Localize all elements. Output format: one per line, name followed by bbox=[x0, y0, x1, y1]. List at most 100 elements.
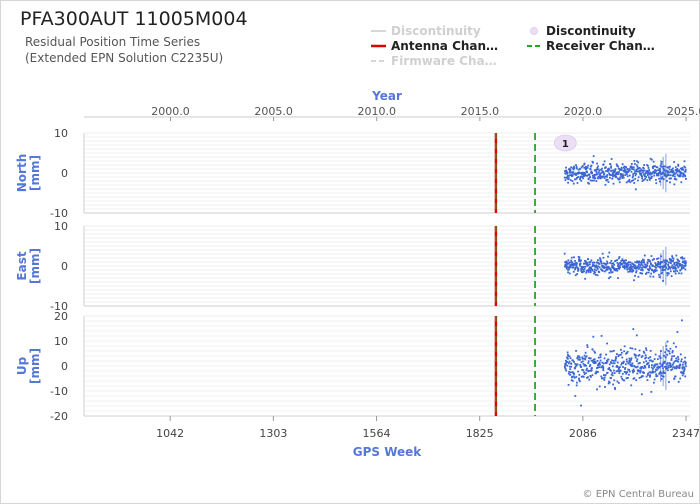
data-point bbox=[624, 171, 627, 174]
data-point bbox=[648, 366, 650, 369]
data-point bbox=[610, 169, 613, 172]
data-point bbox=[665, 363, 668, 366]
data-point bbox=[577, 370, 580, 373]
data-point bbox=[684, 375, 687, 378]
data-point bbox=[665, 348, 668, 351]
data-point bbox=[624, 368, 626, 370]
data-point bbox=[575, 165, 578, 168]
data-point bbox=[626, 350, 629, 353]
data-point bbox=[614, 359, 617, 362]
data-point bbox=[577, 176, 580, 178]
legend-symbol-discontinuity-dot bbox=[530, 27, 538, 35]
data-point bbox=[585, 364, 588, 367]
data-point bbox=[622, 261, 625, 264]
data-point bbox=[606, 174, 609, 176]
data-point bbox=[566, 357, 569, 360]
data-point bbox=[603, 357, 606, 360]
data-point bbox=[684, 170, 687, 173]
data-point bbox=[586, 174, 589, 177]
data-point bbox=[596, 173, 599, 176]
data-point bbox=[567, 175, 569, 177]
data-point bbox=[672, 174, 675, 177]
legend-item-discontinuity-dot[interactable]: Discontinuity bbox=[546, 24, 636, 38]
data-point bbox=[682, 261, 685, 264]
gps-week-axis-title: GPS Week bbox=[353, 445, 423, 459]
data-point bbox=[565, 176, 568, 179]
data-point bbox=[598, 169, 601, 172]
data-point bbox=[640, 269, 642, 271]
data-point bbox=[620, 173, 622, 176]
data-point bbox=[684, 169, 687, 171]
data-point bbox=[656, 166, 659, 169]
data-point bbox=[614, 358, 617, 361]
data-point bbox=[640, 174, 643, 177]
data-point bbox=[635, 172, 638, 175]
data-point bbox=[669, 347, 672, 350]
legend-item-firmware-change[interactable]: Firmware Cha… bbox=[391, 54, 497, 68]
data-point bbox=[628, 178, 631, 181]
data-point bbox=[647, 167, 650, 169]
data-point bbox=[644, 178, 647, 180]
data-point bbox=[596, 167, 599, 169]
data-point bbox=[668, 266, 671, 269]
data-point bbox=[641, 175, 644, 178]
data-point bbox=[644, 263, 647, 266]
data-point bbox=[626, 175, 629, 178]
data-point bbox=[671, 167, 674, 170]
data-point bbox=[598, 385, 601, 388]
data-point bbox=[635, 366, 638, 369]
data-point bbox=[625, 173, 628, 176]
data-point bbox=[597, 168, 600, 171]
data-point bbox=[624, 265, 627, 268]
legend-item-receiver-change[interactable]: Receiver Chan… bbox=[546, 39, 655, 53]
data-point bbox=[566, 171, 568, 173]
data-point bbox=[583, 175, 585, 178]
data-point bbox=[623, 266, 625, 269]
data-point bbox=[593, 272, 595, 275]
data-point bbox=[658, 273, 660, 276]
data-point bbox=[618, 178, 621, 180]
data-point bbox=[617, 173, 620, 175]
data-point bbox=[602, 366, 605, 369]
data-point bbox=[640, 266, 643, 269]
data-point bbox=[584, 277, 587, 280]
data-point bbox=[669, 362, 672, 365]
data-point bbox=[575, 262, 578, 265]
data-point bbox=[628, 368, 630, 371]
data-point bbox=[609, 276, 612, 278]
data-point bbox=[569, 168, 572, 171]
data-point bbox=[666, 367, 669, 370]
data-point bbox=[582, 177, 584, 180]
data-point bbox=[577, 355, 580, 358]
data-point bbox=[627, 261, 629, 264]
data-point bbox=[591, 348, 594, 351]
data-point bbox=[572, 182, 575, 185]
data-point bbox=[650, 371, 653, 374]
data-point bbox=[672, 257, 675, 260]
data-point bbox=[571, 263, 574, 266]
data-point bbox=[645, 266, 648, 269]
data-point bbox=[646, 374, 649, 376]
data-point bbox=[579, 380, 581, 383]
data-point bbox=[621, 263, 624, 265]
data-point bbox=[611, 374, 614, 377]
data-point bbox=[563, 176, 566, 179]
legend-item-discontinuity-line[interactable]: Discontinuity bbox=[391, 24, 481, 38]
data-point bbox=[582, 174, 585, 176]
data-point bbox=[581, 357, 584, 360]
data-point bbox=[587, 369, 590, 372]
data-point bbox=[585, 170, 588, 173]
data-point bbox=[639, 272, 642, 275]
data-point bbox=[646, 262, 649, 265]
y-axis-label: East bbox=[15, 251, 29, 280]
data-point bbox=[567, 178, 570, 180]
data-point bbox=[617, 277, 619, 279]
data-point bbox=[582, 363, 585, 365]
data-point bbox=[637, 362, 640, 365]
legend-item-antenna-change[interactable]: Antenna Chan… bbox=[391, 39, 499, 53]
data-point bbox=[653, 364, 656, 367]
data-point bbox=[570, 166, 573, 169]
data-point bbox=[614, 388, 617, 390]
data-point bbox=[671, 256, 674, 259]
data-point bbox=[612, 362, 615, 365]
